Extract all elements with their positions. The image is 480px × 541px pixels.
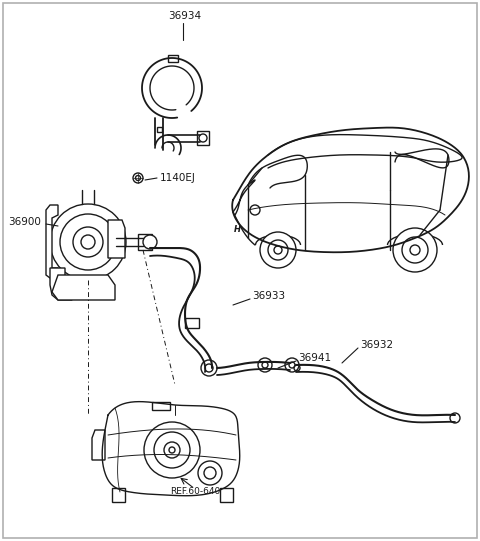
Circle shape: [50, 204, 126, 280]
Circle shape: [143, 235, 157, 249]
Polygon shape: [52, 275, 115, 300]
Circle shape: [450, 413, 460, 423]
Bar: [138, 234, 152, 250]
Text: H: H: [233, 226, 240, 234]
Text: 1140EJ: 1140EJ: [160, 173, 196, 183]
Polygon shape: [92, 430, 105, 460]
Circle shape: [144, 422, 200, 478]
Circle shape: [81, 235, 95, 249]
Circle shape: [393, 228, 437, 272]
Bar: [168, 55, 178, 62]
Polygon shape: [108, 220, 125, 258]
Bar: [197, 131, 209, 145]
Circle shape: [198, 461, 222, 485]
Text: 36932: 36932: [360, 340, 393, 350]
Circle shape: [201, 360, 217, 376]
Circle shape: [164, 442, 180, 458]
Bar: [152, 402, 170, 410]
Circle shape: [60, 214, 116, 270]
Circle shape: [133, 173, 143, 183]
Circle shape: [268, 240, 288, 260]
Text: 36934: 36934: [168, 11, 201, 21]
Circle shape: [154, 432, 190, 468]
Polygon shape: [46, 205, 58, 278]
Polygon shape: [112, 488, 125, 502]
Text: 36933: 36933: [252, 291, 285, 301]
Circle shape: [402, 237, 428, 263]
Circle shape: [260, 232, 296, 268]
Bar: [185, 318, 199, 328]
Bar: [157, 127, 162, 132]
Circle shape: [258, 358, 272, 372]
Polygon shape: [220, 488, 233, 502]
Circle shape: [250, 205, 260, 215]
Text: REF.60-640: REF.60-640: [170, 487, 220, 497]
Text: 36900: 36900: [8, 217, 41, 227]
Circle shape: [199, 134, 207, 142]
Circle shape: [285, 358, 299, 372]
Polygon shape: [50, 268, 72, 300]
Text: 36941: 36941: [298, 353, 331, 363]
Circle shape: [204, 467, 216, 479]
